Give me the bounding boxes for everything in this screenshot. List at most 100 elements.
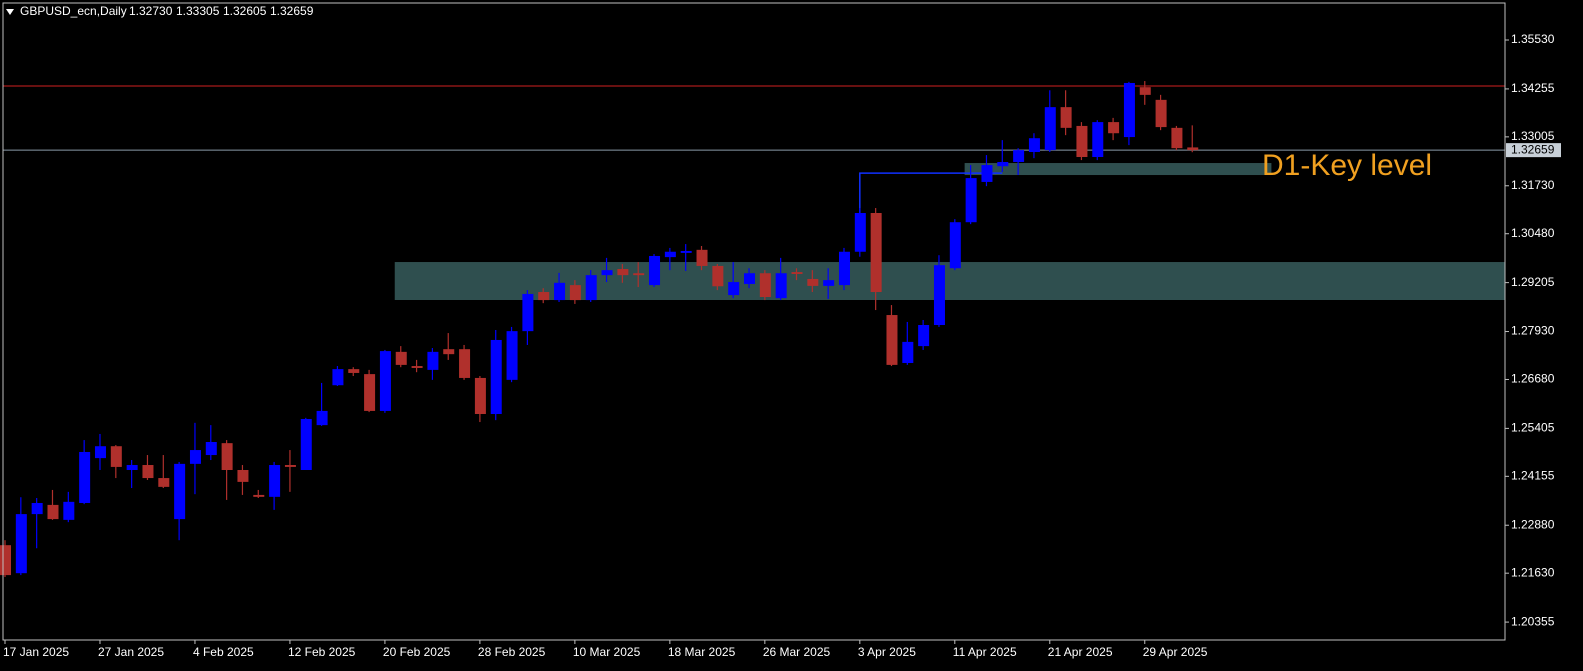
candle-body — [728, 282, 740, 296]
candle-body — [633, 273, 645, 276]
candle-body — [221, 443, 233, 471]
y-tick-label: 1.24155 — [1511, 469, 1555, 483]
price-label: 1.32659 — [1511, 142, 1555, 156]
header-close: 1.32659 — [270, 4, 314, 18]
candle-body — [1155, 99, 1167, 128]
candle-body — [79, 451, 91, 503]
candle-body — [744, 273, 756, 284]
candle-body — [474, 377, 486, 414]
candle-body — [601, 270, 613, 276]
candle-body — [364, 374, 376, 411]
candle-body — [506, 331, 518, 380]
candle-body — [902, 341, 914, 363]
candle-body — [838, 251, 850, 286]
candle-body — [269, 465, 281, 497]
candle-body — [332, 369, 344, 386]
y-tick-label: 1.29205 — [1511, 275, 1555, 289]
candle-body — [649, 255, 661, 286]
candle-body — [174, 463, 186, 520]
x-tick-label: 4 Feb 2025 — [193, 645, 254, 659]
candle-body — [47, 504, 59, 520]
x-tick-label: 27 Jan 2025 — [98, 645, 164, 659]
candle-body — [933, 265, 945, 326]
candle-body — [870, 213, 882, 293]
candle-body — [1076, 125, 1088, 158]
zone — [964, 163, 1272, 176]
price-label-box — [1506, 143, 1561, 158]
candle-body — [712, 265, 724, 287]
candle-body — [379, 351, 391, 411]
y-tick-label: 1.22880 — [1511, 517, 1555, 531]
candle-body — [316, 410, 328, 426]
x-tick-label: 26 Mar 2025 — [763, 645, 831, 659]
candle-body — [300, 418, 312, 471]
candle-body — [490, 339, 502, 414]
candle-body — [1013, 150, 1025, 162]
candle-body — [854, 213, 866, 252]
x-tick-label: 21 Apr 2025 — [1048, 645, 1113, 659]
x-tick-label: 3 Apr 2025 — [858, 645, 916, 659]
candle-body — [664, 251, 676, 258]
annotation: D1-Key level — [1262, 149, 1432, 182]
candle-body — [807, 278, 819, 286]
candle-body — [522, 293, 534, 332]
candle-body — [759, 273, 771, 298]
candle-body — [205, 441, 217, 456]
y-tick-label: 1.33005 — [1511, 129, 1555, 143]
candle-body — [617, 269, 629, 276]
candle-body — [569, 285, 581, 301]
x-tick-label: 12 Feb 2025 — [288, 645, 356, 659]
candle-body — [427, 351, 439, 370]
candle-body — [981, 165, 993, 182]
candle-body — [126, 465, 138, 471]
x-tick-label: 20 Feb 2025 — [383, 645, 451, 659]
candle-body — [585, 275, 597, 301]
header-symbol: GBPUSD_ecn,Daily — [20, 4, 127, 18]
y-tick-label: 1.35530 — [1511, 32, 1555, 46]
plot-frame — [2, 2, 1506, 641]
y-tick-label: 1.20355 — [1511, 614, 1555, 628]
candle-body — [1171, 127, 1183, 149]
y-tick-label: 1.21630 — [1511, 565, 1555, 579]
candle-body — [253, 494, 265, 497]
candle-body — [1028, 138, 1040, 153]
y-tick-label: 1.31730 — [1511, 178, 1555, 192]
candle-body — [775, 273, 787, 299]
y-tick-label: 1.27930 — [1511, 324, 1555, 338]
plot-area — [0, 81, 1505, 578]
candle-body — [63, 501, 75, 520]
candle-body — [680, 250, 692, 253]
header-open: 1.32730 — [129, 4, 173, 18]
candle-body — [284, 465, 296, 467]
candle-body — [443, 349, 455, 355]
candle-body — [1187, 147, 1199, 151]
candle-body — [94, 446, 106, 459]
y-tick-label: 1.25405 — [1511, 421, 1555, 435]
x-tick-label: 29 Apr 2025 — [1143, 645, 1208, 659]
header-low: 1.32605 — [223, 4, 267, 18]
x-tick-label: 17 Jan 2025 — [3, 645, 69, 659]
menu-arrow[interactable] — [6, 9, 14, 15]
candle-body — [31, 502, 43, 515]
candle-body — [142, 465, 154, 479]
candle-body — [395, 351, 407, 365]
candle-body — [538, 292, 550, 301]
key-line — [859, 172, 1003, 214]
candle-body — [918, 325, 930, 347]
x-tick-label: 10 Mar 2025 — [573, 645, 641, 659]
y-tick-label: 1.34255 — [1511, 81, 1555, 95]
candle-body — [696, 249, 708, 266]
y-tick-label: 1.26680 — [1511, 372, 1555, 386]
candle-body — [1139, 87, 1151, 95]
candle-body — [1123, 82, 1135, 138]
candle-body — [0, 545, 11, 576]
candle-body — [348, 369, 360, 373]
candle-body — [189, 450, 201, 464]
candle-body — [823, 280, 835, 286]
candle-body — [1044, 107, 1056, 151]
x-tick-label: 11 Apr 2025 — [953, 645, 1017, 659]
candle-body — [791, 272, 803, 274]
